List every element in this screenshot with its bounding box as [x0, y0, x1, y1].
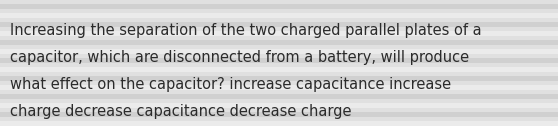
Bar — [0, 13, 558, 18]
Text: charge decrease capacitance decrease charge: charge decrease capacitance decrease cha… — [10, 104, 352, 119]
Bar — [0, 40, 558, 45]
Bar — [0, 112, 558, 117]
Bar — [0, 22, 558, 27]
Bar — [0, 4, 558, 9]
Text: capacitor, which are disconnected from a battery, will produce: capacitor, which are disconnected from a… — [10, 50, 469, 65]
Bar — [0, 49, 558, 54]
Bar — [0, 121, 558, 126]
Bar — [0, 58, 558, 63]
Bar — [0, 94, 558, 99]
Bar — [0, 76, 558, 81]
Bar — [0, 67, 558, 72]
Text: Increasing the separation of the two charged parallel plates of a: Increasing the separation of the two cha… — [10, 23, 482, 38]
Text: what effect on the capacitor? increase capacitance increase: what effect on the capacitor? increase c… — [10, 77, 451, 92]
Bar — [0, 85, 558, 90]
Bar — [0, 103, 558, 108]
Bar — [0, 31, 558, 36]
